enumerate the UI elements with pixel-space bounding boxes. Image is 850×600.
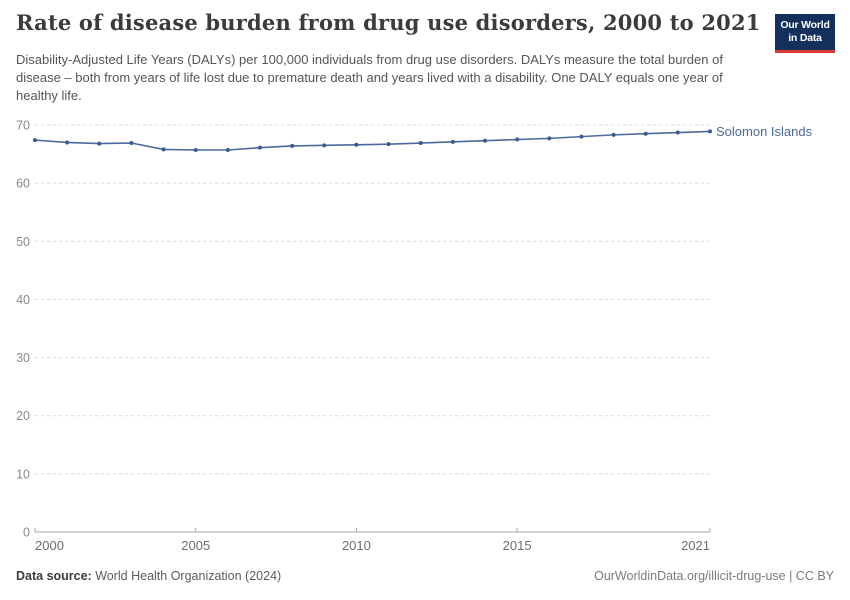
- data-point-2007[interactable]: [258, 145, 262, 150]
- data-point-2017[interactable]: [579, 134, 584, 139]
- x-tick-label-2010: 2010: [342, 538, 371, 553]
- logo-line-2: in Data: [788, 32, 822, 44]
- owid-logo[interactable]: Our World in Data: [775, 14, 835, 53]
- data-point-2001[interactable]: [65, 140, 70, 145]
- data-source: Data source: World Health Organization (…: [16, 569, 281, 583]
- data-point-2013[interactable]: [450, 139, 455, 144]
- data-point-2006[interactable]: [225, 148, 230, 153]
- y-tick-label-40: 40: [16, 293, 30, 307]
- data-point-2003[interactable]: [129, 141, 134, 146]
- data-point-2002[interactable]: [97, 141, 102, 146]
- y-tick-label-60: 60: [16, 177, 30, 191]
- data-point-2010[interactable]: [354, 142, 359, 147]
- y-tick-label-10: 10: [16, 467, 30, 481]
- data-point-2004[interactable]: [161, 147, 166, 152]
- data-source-label: Data source:: [16, 569, 92, 583]
- page-title: Rate of disease burden from drug use dis…: [16, 10, 761, 35]
- data-point-2016[interactable]: [547, 136, 552, 141]
- y-tick-label-70: 70: [16, 119, 30, 133]
- x-tick-label-2015: 2015: [503, 538, 532, 553]
- data-point-2011[interactable]: [386, 142, 391, 147]
- entity-label[interactable]: Solomon Islands: [716, 124, 813, 139]
- data-point-2008[interactable]: [290, 143, 295, 148]
- data-point-2020[interactable]: [675, 130, 680, 135]
- y-tick-label-20: 20: [16, 409, 30, 423]
- y-tick-label-0: 0: [23, 526, 30, 540]
- x-tick-label-2005: 2005: [181, 538, 210, 553]
- data-point-2015[interactable]: [515, 137, 520, 142]
- x-tick-label-2000: 2000: [35, 538, 64, 553]
- x-tick-label-2021: 2021: [681, 538, 710, 553]
- data-point-2018[interactable]: [611, 132, 616, 137]
- data-point-2012[interactable]: [418, 141, 423, 146]
- logo-line-1: Our World: [780, 18, 830, 31]
- series-line[interactable]: [34, 130, 711, 151]
- chart-subtitle: Disability-Adjusted Life Years (DALYs) p…: [16, 52, 723, 103]
- data-point-2021[interactable]: [708, 129, 712, 134]
- data-point-2019[interactable]: [643, 131, 648, 136]
- y-tick-label-50: 50: [16, 235, 30, 249]
- y-tick-label-30: 30: [16, 351, 30, 365]
- series-solomon-islands[interactable]: Solomon Islands: [33, 124, 813, 153]
- credit-link[interactable]: OurWorldinData.org/illicit-drug-use | CC…: [594, 569, 834, 583]
- data-point-2005[interactable]: [193, 148, 198, 153]
- data-point-2000[interactable]: [33, 138, 37, 143]
- data-point-2009[interactable]: [322, 143, 327, 148]
- data-source-value: World Health Organization (2024): [91, 569, 282, 583]
- data-point-2014[interactable]: [483, 138, 487, 143]
